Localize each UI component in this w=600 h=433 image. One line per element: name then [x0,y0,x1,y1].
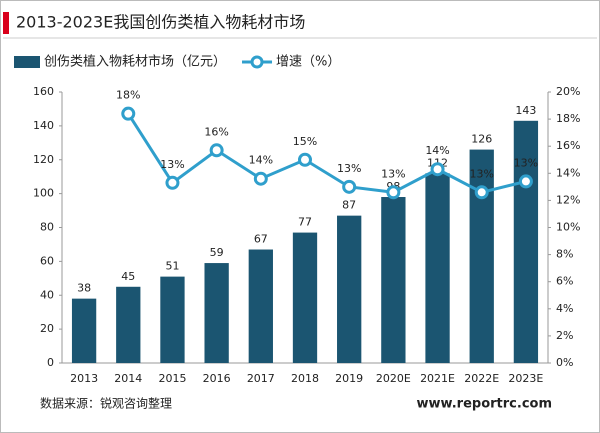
line-label: 13% [337,162,361,175]
bar-label: 143 [515,104,536,117]
bar [248,249,273,363]
line-marker [165,175,180,190]
watermark: www.reportrc.com [417,397,552,412]
line-marker [253,171,268,186]
bar [71,298,97,363]
y-tick-label: 160 [33,85,54,98]
bar-label: 87 [342,199,356,212]
y2-tick-label: 10% [556,221,580,234]
bar [292,232,318,363]
title-accent [3,12,9,34]
line-label: 14% [249,154,273,167]
legend-label: 创伤类植入物耗材市场（亿元） [44,54,226,70]
bar-label: 38 [77,282,91,295]
line-label: 14% [425,144,449,157]
y-tick-label: 20 [40,322,54,335]
y2-tick-label: 14% [556,166,580,179]
line-label: 15% [293,135,317,148]
line-marker [209,143,224,158]
bar-label: 77 [298,216,312,229]
line-label: 16% [204,125,228,138]
chart-title: 2013-2023E我国创伤类植入物耗材市场 [16,13,305,32]
y2-tick-label: 6% [556,275,573,288]
bar-label: 126 [471,133,492,146]
line-label: 13% [381,167,405,180]
line-marker [298,152,312,167]
y2-tick-label: 20% [556,85,580,98]
x-tick-label: 2017 [247,372,275,385]
line-label: 13% [470,167,494,180]
y-tick-label: 80 [40,221,54,234]
line-label: 18% [116,89,140,102]
line-marker [474,185,489,200]
source: 数据来源：锐观咨询整理 [40,396,172,411]
y-tick-label: 60 [40,254,54,267]
bar [337,215,362,363]
bar [513,120,539,363]
y-tick-label: 0 [47,356,54,369]
x-tick-label: 2020E [376,372,411,385]
line-marker [518,174,533,189]
bar-label: 59 [210,246,224,259]
legend-label: 增速（%） [276,55,340,70]
line-marker [121,106,136,121]
x-tick-label: 2022E [464,372,499,385]
line-marker [430,162,445,177]
x-tick-label: 2015 [158,372,186,385]
bar-label: 51 [165,260,179,273]
line-label: 13% [514,156,538,169]
y-tick-label: 120 [33,153,54,166]
bar-label: 67 [254,233,268,246]
line-marker [386,185,401,200]
y2-tick-label: 0% [556,356,573,369]
y-tick-label: 100 [33,187,54,200]
line-marker [342,179,357,194]
legend-swatch [14,56,40,68]
x-tick-label: 2021E [420,372,455,385]
bar [425,173,450,363]
x-tick-label: 2016 [203,372,231,385]
y2-tick-label: 2% [556,329,573,342]
y2-tick-label: 18% [556,112,580,125]
line-label: 13% [160,158,184,171]
x-tick-label: 2013 [70,372,98,385]
line [127,112,527,194]
x-tick-label: 2018 [291,372,319,385]
y-tick-label: 40 [40,288,54,301]
legend-swatch [250,55,264,69]
bar [381,197,406,363]
x-tick-label: 2019 [335,372,363,385]
y2-tick-label: 8% [556,248,573,261]
y2-tick-label: 12% [556,193,580,206]
bar [469,149,494,363]
bar-label: 45 [121,270,135,283]
bar [204,263,229,363]
x-tick-label: 2014 [114,372,142,385]
bar [116,286,141,363]
y2-tick-label: 4% [556,302,573,315]
bar [160,276,185,363]
x-tick-label: 2023E [508,372,543,385]
y-tick-label: 140 [33,119,54,132]
y2-tick-label: 16% [556,139,580,152]
